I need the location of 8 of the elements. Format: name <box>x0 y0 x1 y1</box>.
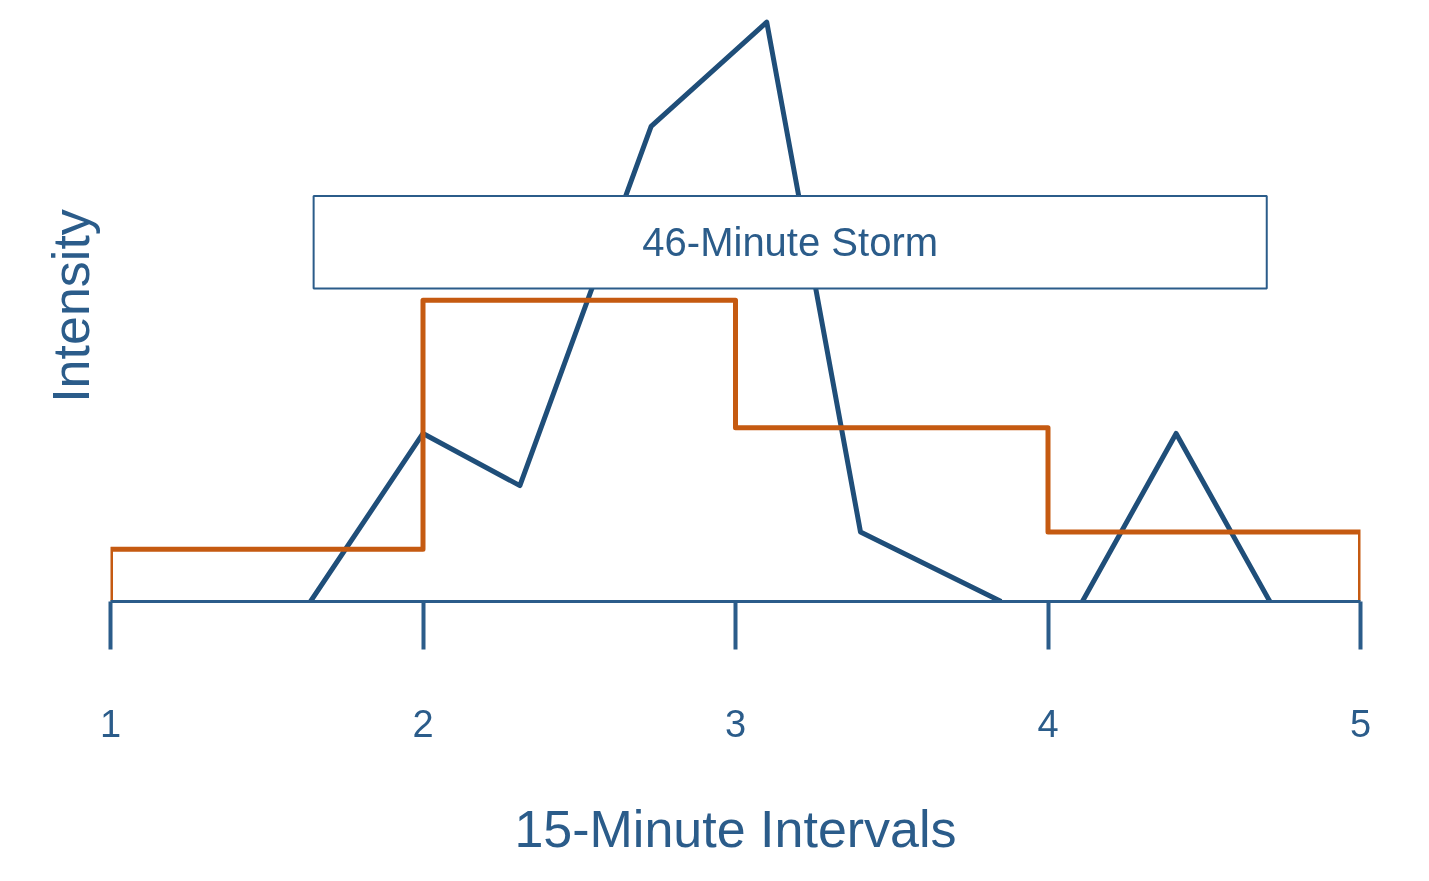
x-axis-title: 15-Minute Intervals <box>514 799 957 858</box>
x-tick-label: 4 <box>1037 702 1059 745</box>
band-label: 46-Minute Storm <box>642 220 939 265</box>
x-tick-label: 5 <box>1349 702 1372 745</box>
x-tick-label: 1 <box>99 702 122 745</box>
y-axis-title: Intensity <box>41 209 100 403</box>
x-tick-label: 2 <box>412 702 434 745</box>
x-tick-label: 3 <box>724 702 747 745</box>
